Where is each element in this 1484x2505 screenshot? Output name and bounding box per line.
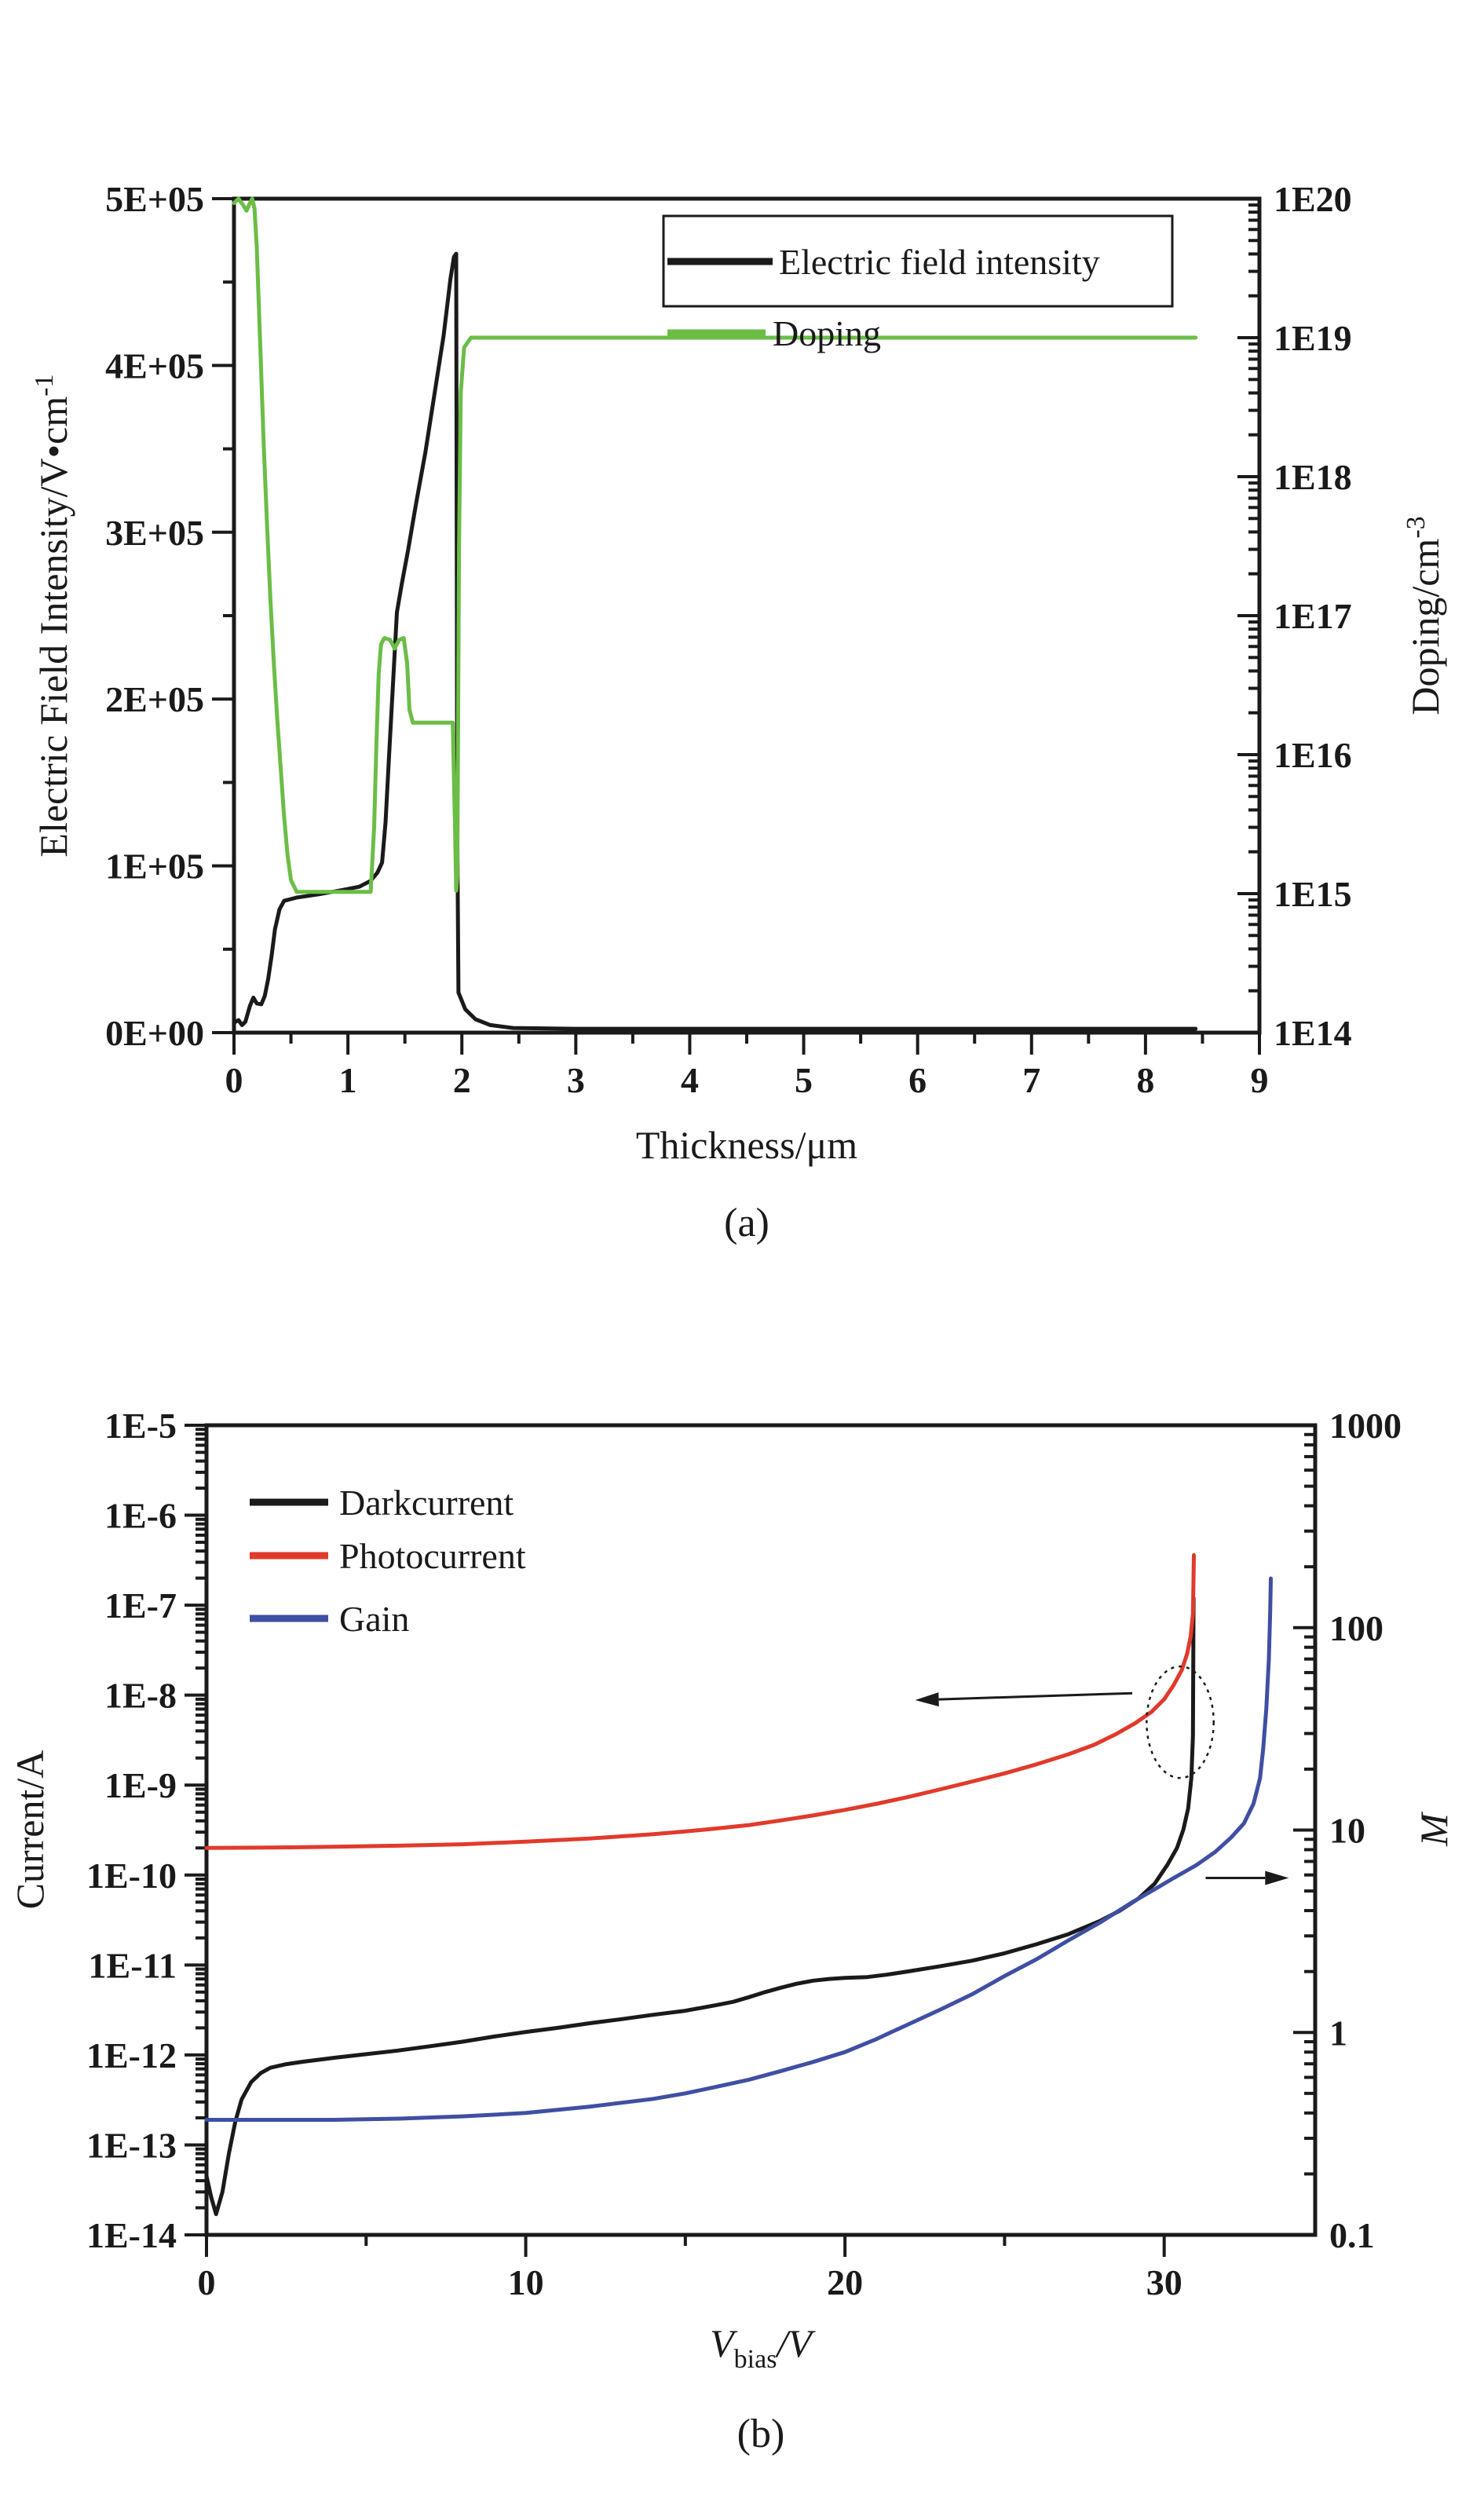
left-axis-title-b: Current/A — [8, 1750, 52, 1910]
left-tick-label: 1E-8 — [104, 1676, 177, 1716]
x-axis-a: 0 1 2 3 4 5 6 7 8 9 — [225, 1033, 1269, 1100]
legend-label: Doping — [773, 313, 881, 353]
left-tick-label: 1E-10 — [86, 1856, 177, 1896]
chart-b-x-axis-title: Vbias/V — [207, 2321, 1315, 2382]
left-tick-label: 1E+05 — [105, 847, 204, 887]
arrow-head-1 — [1265, 1871, 1289, 1885]
right-tick-label: 1E17 — [1274, 596, 1352, 636]
chart-a-x-axis-title: Thickness/μm — [234, 1123, 1259, 1167]
right-axis-title-a: Doping/cm-3 — [1402, 516, 1447, 715]
caption-b: (b) — [737, 2412, 785, 2456]
arrow-head-0 — [915, 1692, 939, 1707]
x-tick-label: 6 — [908, 1060, 927, 1100]
caption-a: (a) — [724, 1201, 769, 1245]
x-tick-label: 5 — [795, 1060, 813, 1100]
x-tick-label: 2 — [453, 1060, 471, 1100]
x-tick-label: 4 — [681, 1060, 699, 1100]
left-tick-label: 4E+05 — [105, 346, 204, 386]
right-tick-label: 1E15 — [1274, 874, 1352, 914]
series-doping — [232, 196, 1198, 894]
right-axis-title-b: M — [1412, 1812, 1456, 1847]
right-tick-label: 1E16 — [1274, 735, 1352, 775]
series-gain — [204, 1576, 1273, 2122]
series-photocurrent — [204, 1552, 1196, 1850]
series-electric-field-intensity — [232, 251, 1198, 1031]
x-tick-label: 1 — [339, 1060, 357, 1100]
right-tick-label: 1E18 — [1274, 457, 1352, 497]
annotations-b — [915, 1665, 1289, 1885]
series-darkcurrent — [204, 1596, 1196, 2217]
x-axis-b: 0 10 20 30 — [198, 2235, 1182, 2302]
left-axis-title-a: Electric Field Intensity/V•cm-1 — [30, 374, 75, 857]
right-axis-b: 0.1 1 10 100 1000 — [1293, 1406, 1402, 2255]
x-tick-label: 10 — [508, 2262, 544, 2302]
left-tick-label: 1E-11 — [89, 1945, 177, 1985]
left-tick-label: 1E-12 — [86, 2035, 177, 2075]
left-tick-label: 0E+00 — [105, 1013, 204, 1053]
right-tick-label: 1 — [1329, 2013, 1347, 2053]
legend-a: Electric field intensity Doping — [662, 214, 1174, 353]
right-tick-label: 100 — [1329, 1608, 1383, 1648]
vbias-unit: /V — [777, 2321, 812, 2365]
x-tick-label: 9 — [1251, 1060, 1269, 1100]
right-tick-label: 1E19 — [1274, 318, 1352, 358]
legend-label: Gain — [339, 1599, 409, 1639]
highlight-ellipse — [1146, 1665, 1215, 1779]
left-tick-label: 2E+05 — [105, 679, 204, 719]
chart-a: 0 1 2 3 4 5 6 7 8 9 0E+00 1E+05 2E+05 3E+05 4E+05 5E+05… — [30, 179, 1447, 1100]
left-tick-label: 3E+05 — [105, 513, 204, 553]
left-tick-label: 1E-6 — [104, 1496, 177, 1536]
x-tick-label: 30 — [1146, 2262, 1182, 2302]
legend-label: Darkcurrent — [339, 1483, 514, 1523]
left-tick-label: 1E-14 — [86, 2215, 177, 2255]
left-tick-label: 5E+05 — [105, 179, 204, 219]
vbias-symbol: V — [710, 2321, 734, 2365]
plot-border-a — [232, 196, 1262, 1035]
legend-label: Electric field intensity — [779, 242, 1100, 282]
left-axis-b: 1E-14 1E-13 1E-12 1E-11 1E-10 1E-9 1E-8 1E-7 1E-… — [86, 1406, 207, 2255]
right-tick-label: 0.1 — [1329, 2215, 1375, 2255]
left-tick-label: 1E-7 — [104, 1585, 177, 1626]
left-tick-label: 1E-13 — [86, 2125, 177, 2165]
x-tick-label: 0 — [198, 2262, 216, 2302]
right-tick-label: 1E20 — [1274, 179, 1352, 219]
right-tick-label: 1000 — [1329, 1406, 1402, 1446]
left-axis-a: 0E+00 1E+05 2E+05 3E+05 4E+05 5E+05 — [105, 179, 234, 1053]
chart-a-x-axis-title-text: Thickness/μm — [635, 1123, 858, 1167]
right-tick-label: 10 — [1329, 1811, 1365, 1851]
chart-b: 0 10 20 30 1E-14 1E-13 1E-12 1E-11 1E-10 1E-9 1E-8… — [8, 1406, 1456, 2302]
legend-label: Photocurrent — [339, 1536, 526, 1576]
arrow-line-0 — [938, 1691, 1133, 1701]
x-tick-label: 7 — [1022, 1060, 1040, 1100]
left-tick-label: 1E-5 — [104, 1406, 177, 1446]
right-tick-label: 1E14 — [1274, 1013, 1352, 1053]
x-tick-label: 0 — [225, 1060, 243, 1100]
legend-box — [662, 214, 1174, 308]
x-tick-label: 20 — [827, 2262, 863, 2302]
right-axis-a: 1E14 1E15 1E16 1E17 1E18 1E19 1E20 — [1237, 179, 1352, 1053]
vbias-subscript: bias — [733, 2345, 777, 2374]
legend-b: Darkcurrent Photocurrent Gain — [250, 1483, 526, 1639]
x-tick-label: 8 — [1136, 1060, 1154, 1100]
x-tick-label: 3 — [567, 1060, 585, 1100]
left-tick-label: 1E-9 — [104, 1765, 177, 1805]
